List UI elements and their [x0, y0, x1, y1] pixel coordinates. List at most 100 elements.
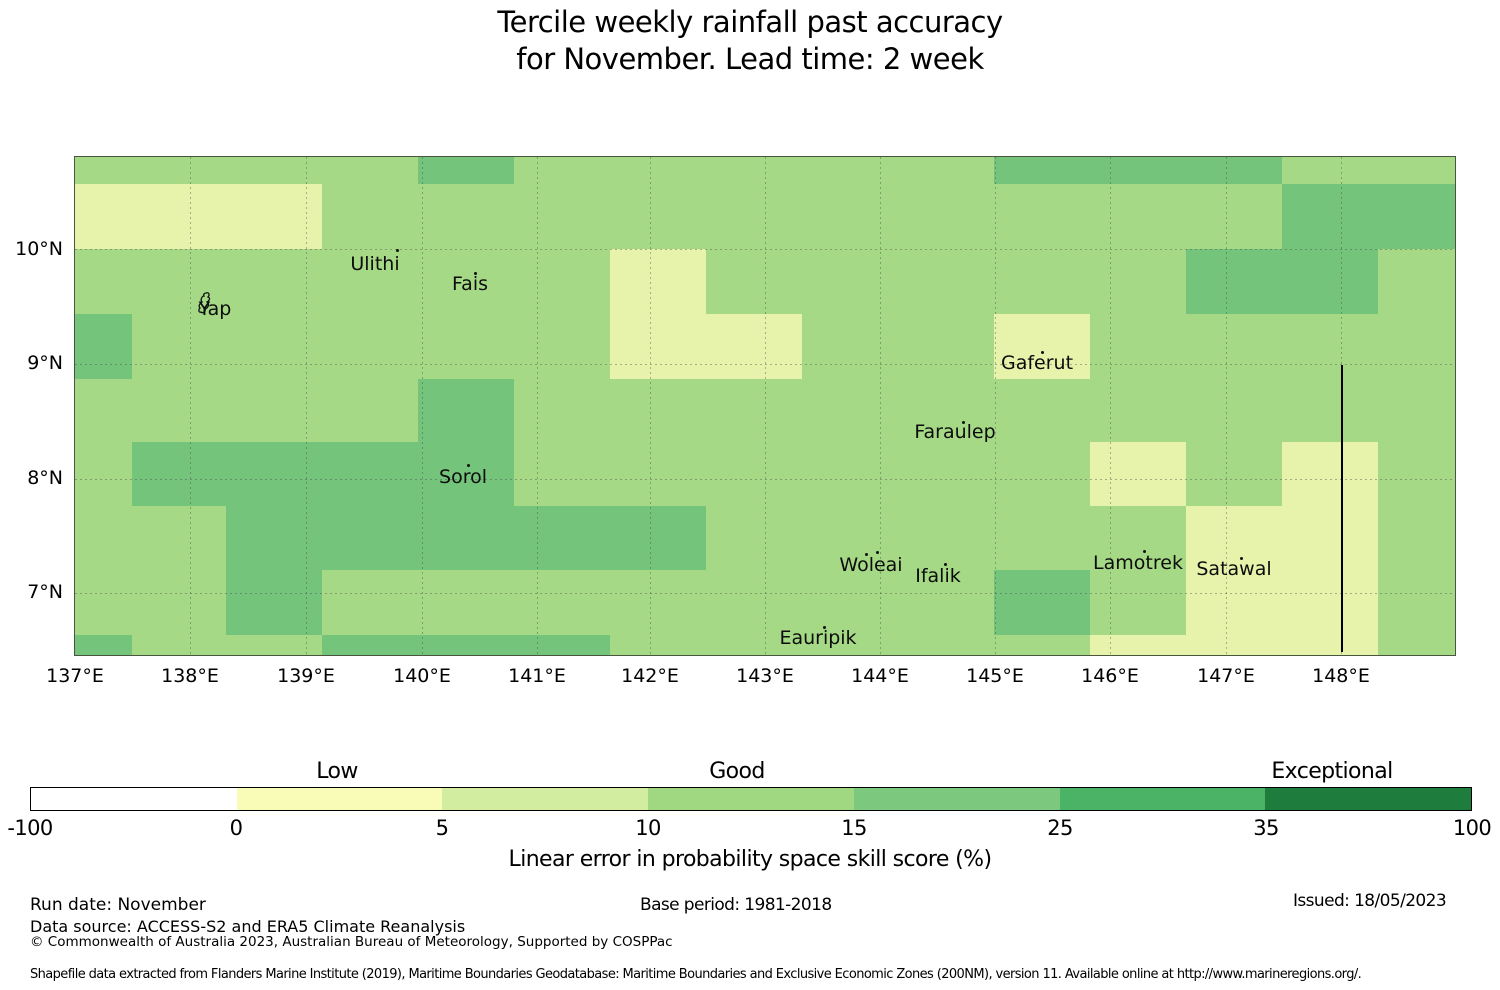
x-tick-label: 144°E — [851, 665, 909, 687]
longitude-gridline — [1226, 157, 1227, 655]
map-cell — [1186, 157, 1282, 184]
map-cell — [75, 184, 132, 249]
x-tick-label: 137°E — [46, 665, 104, 687]
colorbar-category-label: Good — [709, 759, 765, 784]
y-tick-label: 10°N — [15, 238, 63, 260]
island-marker-dot — [876, 551, 879, 554]
latitude-gridline — [75, 249, 1455, 250]
latitude-gridline — [75, 593, 1455, 594]
island-label-lamotrek: Lamotrek — [1093, 552, 1183, 574]
map-cell — [418, 157, 514, 184]
map-cell — [1090, 442, 1186, 506]
longitude-gridline — [1110, 157, 1111, 655]
y-tick-label: 7°N — [27, 581, 63, 603]
island-label-faraulep: Faraulep — [914, 421, 996, 443]
map-cell — [1282, 635, 1378, 655]
x-tick-label: 146°E — [1081, 665, 1139, 687]
map-cell — [1186, 635, 1282, 655]
colorbar-segment — [442, 788, 649, 810]
longitude-gridline — [306, 157, 307, 655]
x-tick-label: 140°E — [393, 665, 451, 687]
x-tick-label: 142°E — [621, 665, 679, 687]
base-period-text: Base period: 1981-2018 — [640, 895, 832, 915]
latitude-gridline — [75, 364, 1455, 365]
island-label-yap: Yap — [198, 298, 232, 320]
map-cell — [226, 184, 322, 249]
map-cell — [226, 442, 322, 506]
map-cell — [514, 506, 610, 570]
colorbar-segment — [853, 788, 1060, 810]
island-marker-dot — [1240, 557, 1243, 560]
colorbar-tick-label: 100 — [1452, 816, 1492, 840]
colorbar-category-label: Low — [316, 759, 358, 784]
island-label-ulithi: Ulithi — [350, 253, 400, 275]
map-cell — [322, 442, 418, 506]
map-cell — [706, 314, 802, 379]
colorbar-tick-label: 10 — [635, 816, 661, 840]
map-cell — [322, 635, 418, 655]
colorbar-tick-label: 0 — [229, 816, 243, 840]
map-cell — [610, 506, 706, 570]
y-tick-label: 8°N — [27, 467, 63, 489]
island-label-ifalik: Ifalik — [915, 565, 961, 587]
map-cell — [1282, 184, 1378, 249]
map-cell — [226, 570, 322, 635]
colorbar-segment — [1059, 788, 1266, 810]
x-tick-label: 141°E — [508, 665, 566, 687]
map-cell — [418, 379, 514, 442]
map-cell — [514, 635, 610, 655]
y-tick-label: 9°N — [27, 352, 63, 374]
colorbar-segment — [31, 788, 237, 810]
map-plot-area: Yap Ulithi Fais Sorol Gaferut Faraulep Woleai I… — [74, 156, 1456, 656]
map-cell — [1378, 184, 1455, 249]
island-label-sorol: Sorol — [439, 466, 487, 488]
colorbar-segment — [236, 788, 443, 810]
colorbar-segment — [1265, 788, 1472, 810]
map-cell — [226, 506, 322, 570]
x-tick-label: 138°E — [161, 665, 219, 687]
colorbar-axis-label: Linear error in probability space skill … — [508, 847, 992, 872]
island-marker-dot — [944, 563, 947, 566]
colorbar-tick-label: -100 — [7, 816, 53, 840]
map-cell — [75, 314, 132, 379]
issued-date-text: Issued: 18/05/2023 — [1293, 891, 1447, 911]
map-cell — [1186, 506, 1282, 570]
map-cell — [610, 314, 706, 379]
longitude-gridline — [190, 157, 191, 655]
island-marker-dot — [467, 464, 470, 467]
x-tick-label: 143°E — [736, 665, 794, 687]
map-cell — [418, 635, 514, 655]
longitude-gridline — [650, 157, 651, 655]
longitude-gridline — [765, 157, 766, 655]
colorbar-tick-label: 5 — [435, 816, 449, 840]
colorbar-tick-label: 15 — [841, 816, 867, 840]
yap-island-outline — [198, 292, 211, 314]
x-tick-label: 148°E — [1312, 665, 1370, 687]
map-cell — [1282, 570, 1378, 635]
map-cell — [1282, 249, 1378, 314]
map-cell — [1090, 635, 1186, 655]
colorbar-category-label: Exceptional — [1271, 759, 1393, 784]
run-date-text: Run date: November — [30, 895, 206, 915]
island-label-woleai: Woleai — [839, 554, 903, 576]
map-cell — [994, 570, 1090, 635]
colorbar-tick-label: 35 — [1253, 816, 1279, 840]
colorbar-segment — [648, 788, 854, 810]
island-marker-dot — [474, 272, 477, 275]
map-cell — [1186, 249, 1282, 314]
longitude-gridline — [880, 157, 881, 655]
island-marker-dot — [396, 249, 399, 252]
latitude-gridline — [75, 479, 1455, 480]
island-marker-dot — [865, 553, 868, 556]
colorbar — [30, 787, 1472, 811]
chart-title: Tercile weekly rainfall past accuracy fo… — [0, 4, 1500, 78]
map-cell — [1090, 157, 1186, 184]
map-cell — [75, 635, 132, 655]
map-cell — [132, 184, 226, 249]
copyright-text: © Commonwealth of Australia 2023, Austra… — [30, 934, 673, 950]
map-cell — [132, 442, 226, 506]
longitude-gridline — [995, 157, 996, 655]
map-cell — [1282, 442, 1378, 506]
island-marker-dot — [962, 421, 965, 424]
